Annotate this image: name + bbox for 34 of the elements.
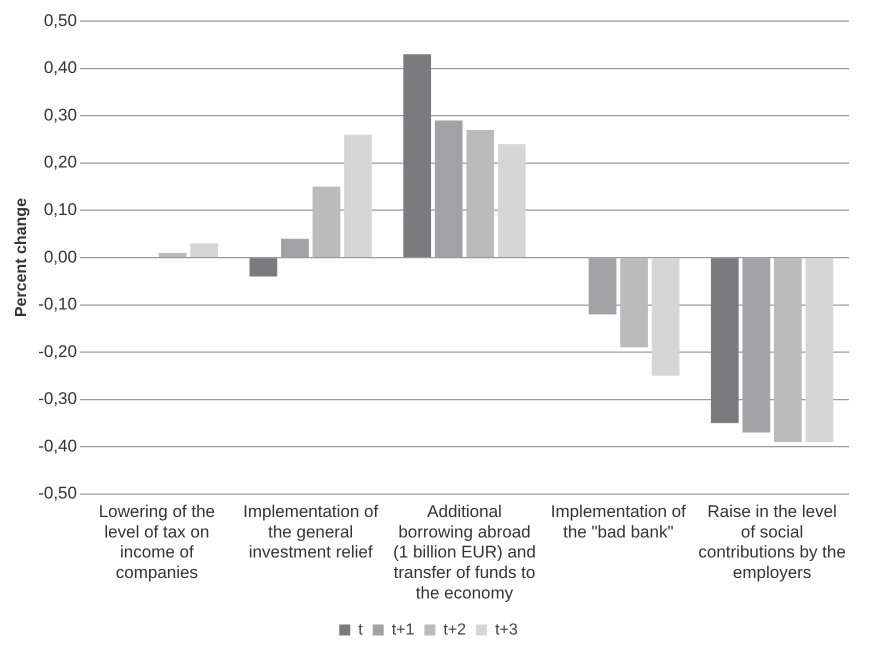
y-tick-label: 0,00 [44,247,77,266]
y-tick-label: -0,20 [38,342,77,361]
y-tick-label: -0,30 [38,389,77,408]
bar [312,186,340,257]
bar [774,258,802,442]
y-tick-label: -0,10 [38,294,77,314]
x-tick-label: Lowering of the level of tax on income of companies [98,502,215,582]
bar [466,130,494,257]
bar [403,54,432,257]
y-tick-label: 0,50 [44,10,77,30]
legend-label: t [358,621,364,638]
bar [344,134,372,257]
bar [806,258,834,442]
y-tick-label: -0,40 [38,436,77,456]
y-tick-label: 0,40 [44,58,77,78]
y-tick-label: 0,30 [44,105,77,124]
bar [498,144,526,257]
y-tick-label: 0,20 [44,152,77,172]
y-axis-title: Percent change [13,198,30,318]
legend-label: t+2 [443,621,466,638]
x-tick-label: Raise in the level of social contributions by the employers [698,502,846,582]
x-tick-label: Implementation of the "bad bank" [550,502,686,542]
y-tick-label: 0,10 [44,200,77,220]
x-tick-label: Additional borrowing abroad (1 billion EUR) and transfer of funds to the economy [393,502,536,602]
bar [652,258,680,376]
bar [158,252,186,257]
legend-label: t+1 [392,621,414,638]
y-tick-label: -0,50 [38,484,77,503]
bar [249,258,278,277]
bar [620,258,648,348]
legend-label: t+3 [495,621,518,638]
x-tick-label: Implementation of the general investment relief [243,502,378,562]
bar [710,258,739,424]
bar [190,243,218,257]
